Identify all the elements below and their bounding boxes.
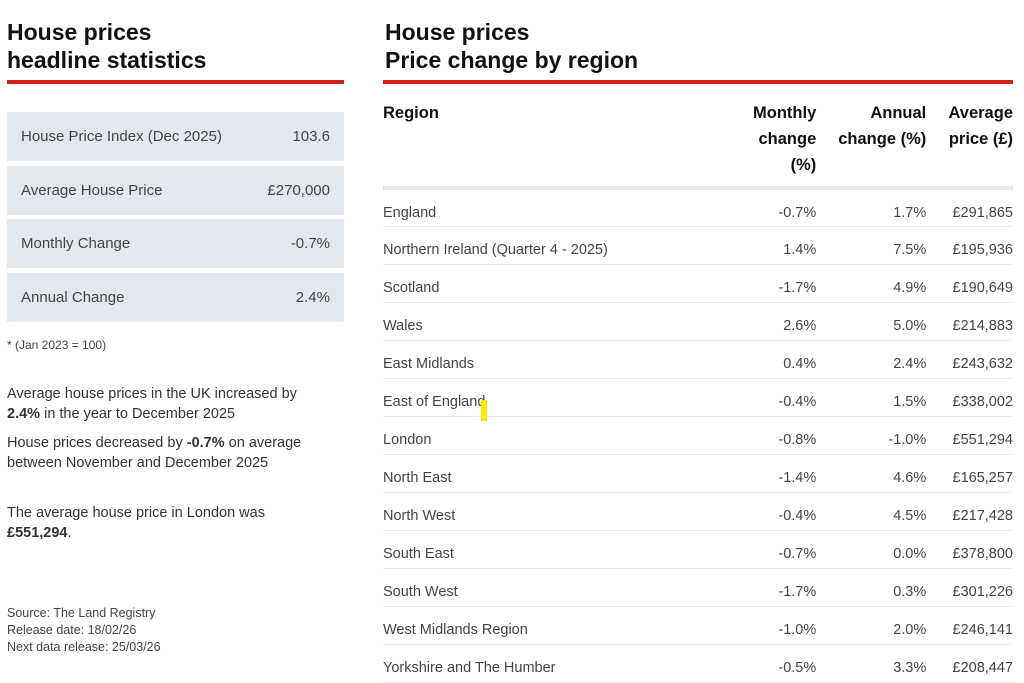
header-region: Region — [383, 100, 634, 190]
title-line: House prices — [7, 19, 152, 45]
divider — [383, 80, 1013, 84]
cell-annual-change: 4.5% — [816, 492, 927, 531]
cell-annual-change: 4.9% — [816, 264, 927, 303]
cell-monthly-change: 2.6% — [633, 302, 817, 341]
cell-region: East of England — [383, 378, 634, 417]
cell-monthly-change: -0.7% — [633, 530, 817, 569]
cell-region: West Midlands Region — [383, 606, 634, 645]
cell-annual-change: 0.3% — [816, 568, 927, 607]
highlight-mark — [481, 400, 487, 421]
cell-average-price: £195,936 — [926, 226, 1013, 265]
title-line: headline statistics — [7, 47, 207, 73]
cell-region: South West — [383, 568, 634, 607]
stat-row: Annual Change 2.4% — [7, 272, 344, 322]
cell-average-price: £338,002 — [926, 378, 1013, 417]
source: Source: The Land Registry — [7, 606, 156, 620]
cell-annual-change: 7.5% — [816, 226, 927, 265]
summary-monthly: House prices decreased by -0.7% on avera… — [7, 435, 302, 471]
cell-monthly-change: 1.4% — [633, 226, 817, 265]
summary-london: The average house price in London was £5… — [7, 505, 265, 541]
cell-annual-change: 2.0% — [816, 606, 927, 645]
cell-region: East Midlands — [383, 340, 634, 379]
stat-label: House Price Index (Dec 2025) — [21, 128, 222, 145]
header-average: Average price (£) — [926, 100, 1013, 190]
cell-average-price: £217,428 — [926, 492, 1013, 531]
cell-annual-change: 2.4% — [816, 340, 927, 379]
cell-monthly-change: -0.7% — [633, 188, 817, 227]
cell-monthly-change: -1.4% — [633, 454, 817, 493]
cell-monthly-change: -1.7% — [633, 264, 817, 303]
divider — [7, 80, 344, 84]
table-row: South West -1.7% 0.3% £301,226 — [383, 568, 1013, 607]
cell-annual-change: 5.0% — [816, 302, 927, 341]
table-row: London -0.8% -1.0% £551,294 — [383, 416, 1013, 455]
cell-average-price: £243,632 — [926, 340, 1013, 379]
cell-annual-change: 1.7% — [816, 188, 927, 227]
stat-row: House Price Index (Dec 2025) 103.6 — [7, 112, 344, 161]
cell-region: England — [383, 188, 634, 227]
table-row: East Midlands 0.4% 2.4% £243,632 — [383, 340, 1013, 379]
cell-monthly-change: -0.4% — [633, 378, 817, 417]
table-row: Northern Ireland (Quarter 4 - 2025) 1.4% 7… — [383, 226, 1013, 265]
stat-value: 2.4% — [295, 288, 330, 306]
cell-annual-change: 4.6% — [816, 454, 927, 493]
cell-region: Northern Ireland (Quarter 4 - 2025) — [383, 226, 634, 265]
stat-value: £270,000 — [267, 181, 330, 199]
table-row: Wales 2.6% 5.0% £214,883 — [383, 302, 1013, 341]
stat-value: -0.7% — [290, 235, 330, 252]
index-footnote: * (Jan 2023 = 100) — [7, 338, 107, 352]
header-annual: Annual change (%) — [816, 100, 927, 190]
cell-average-price: £551,294 — [926, 416, 1013, 455]
header-monthly: Monthly change (%) — [633, 100, 817, 190]
cell-annual-change: -1.0% — [816, 416, 927, 455]
cell-region: Scotland — [383, 264, 634, 303]
source-info: Source: The Land Registry Release date: … — [7, 605, 161, 656]
cell-annual-change: 1.5% — [816, 378, 927, 417]
headline-title: House prices headline statistics — [7, 18, 206, 74]
table-row: South East -0.7% 0.0% £378,800 — [383, 530, 1013, 569]
cell-monthly-change: -0.8% — [633, 416, 817, 455]
cell-region: South East — [383, 530, 634, 569]
title-line: House prices — [385, 19, 530, 45]
cell-monthly-change: 0.4% — [633, 340, 817, 379]
title-line: Price change by region — [385, 47, 639, 73]
cell-region: Wales — [383, 302, 634, 341]
cell-monthly-change: -0.4% — [633, 492, 817, 531]
cell-region: London — [383, 416, 634, 455]
stat-row: Monthly Change -0.7% — [7, 219, 344, 268]
cell-average-price: £246,141 — [926, 606, 1013, 645]
stat-row: Average House Price £270,000 — [7, 165, 344, 215]
summary-annual: Average house prices in the UK increased… — [7, 386, 297, 422]
cell-region: Yorkshire and The Humber — [383, 644, 634, 683]
cell-monthly-change: -1.7% — [633, 568, 817, 607]
table-row: East of England -0.4% 1.5% £338,002 — [383, 378, 1013, 417]
cell-average-price: £190,649 — [926, 264, 1013, 303]
cell-monthly-change: -1.0% — [633, 606, 817, 645]
stat-label: Monthly Change — [21, 235, 131, 252]
release-date: Release date: 18/02/26 — [7, 623, 137, 637]
table-row: Scotland -1.7% 4.9% £190,649 — [383, 264, 1013, 303]
cell-average-price: £378,800 — [926, 530, 1013, 569]
cell-region: North West — [383, 492, 634, 531]
cell-average-price: £214,883 — [926, 302, 1013, 341]
region-title: House prices Price change by region — [385, 18, 638, 74]
cell-region: North East — [383, 454, 634, 493]
cell-monthly-change: -0.5% — [633, 644, 817, 683]
table-row: North East -1.4% 4.6% £165,257 — [383, 454, 1013, 493]
table-row: West Midlands Region -1.0% 2.0% £246,141 — [383, 606, 1013, 645]
stat-label: Annual Change — [21, 288, 125, 306]
table-row: Yorkshire and The Humber -0.5% 3.3% £208,44… — [383, 644, 1013, 683]
next-release: Next data release: 25/03/26 — [7, 640, 161, 654]
stat-label: Average House Price — [21, 181, 163, 199]
region-table: Region Monthly change (%) Annual change … — [383, 100, 1013, 683]
table-row: North West -0.4% 4.5% £217,428 — [383, 492, 1013, 531]
cell-average-price: £291,865 — [926, 188, 1013, 227]
cell-average-price: £301,226 — [926, 568, 1013, 607]
cell-annual-change: 0.0% — [816, 530, 927, 569]
cell-average-price: £208,447 — [926, 644, 1013, 683]
table-row: England -0.7% 1.7% £291,865 — [383, 188, 1013, 227]
stat-value: 103.6 — [292, 128, 330, 145]
cell-average-price: £165,257 — [926, 454, 1013, 493]
cell-annual-change: 3.3% — [816, 644, 927, 683]
